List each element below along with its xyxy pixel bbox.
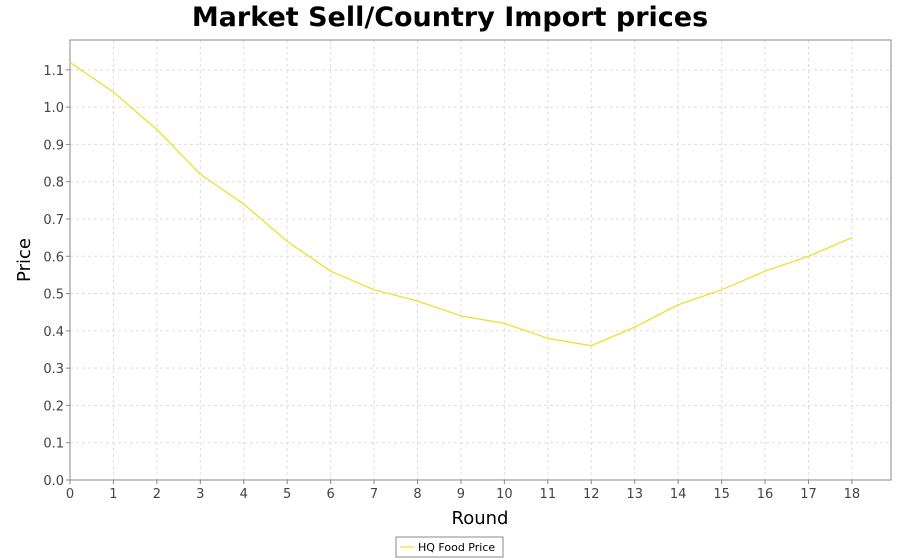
x-tick-label: 17 xyxy=(800,487,817,502)
y-tick-label: 0.0 xyxy=(43,474,64,489)
x-axis-label: Round xyxy=(452,508,509,529)
x-tick-label: 15 xyxy=(713,487,730,502)
series-layer xyxy=(69,61,853,347)
y-tick-label: 0.2 xyxy=(43,399,64,414)
x-tick-label: 8 xyxy=(413,487,421,502)
x-tick-label: 4 xyxy=(240,487,248,502)
y-tick-label: 0.8 xyxy=(43,176,64,191)
x-tick-label: 13 xyxy=(626,487,643,502)
x-tick-label: 16 xyxy=(757,487,774,502)
y-tick-label: 0.4 xyxy=(43,325,64,340)
x-tick-label: 7 xyxy=(370,487,378,502)
chart-title: Market Sell/Country Import prices xyxy=(191,2,709,33)
y-tick-label: 1.0 xyxy=(43,101,64,116)
series-line-hq-food-price xyxy=(69,61,853,347)
x-tick-label: 5 xyxy=(283,487,291,502)
x-tick-label: 1 xyxy=(109,487,117,502)
legend-box xyxy=(395,536,504,558)
y-tick-label: 0.1 xyxy=(43,437,64,452)
x-tick-label: 0 xyxy=(66,487,74,502)
x-tick-label: 9 xyxy=(457,487,465,502)
y-tick-label: 0.3 xyxy=(43,362,64,377)
y-tick-label: 0.6 xyxy=(43,250,64,265)
y-tick-label: 1.1 xyxy=(43,64,64,79)
x-tick-label: 10 xyxy=(496,487,513,502)
grid-lines xyxy=(69,40,891,481)
legend: HQ Food Price xyxy=(395,536,504,558)
x-tick-label: 11 xyxy=(540,487,557,502)
y-tick-label: 0.5 xyxy=(43,288,64,303)
x-tick-label: 2 xyxy=(153,487,161,502)
y-tick-label: 0.7 xyxy=(43,213,64,228)
plot-area xyxy=(69,39,892,481)
legend-label-hq-food-price: HQ Food Price xyxy=(418,541,495,554)
x-tick-label: 3 xyxy=(196,487,204,502)
x-tick-label: 14 xyxy=(670,487,687,502)
x-tick-label: 6 xyxy=(326,487,334,502)
y-tick-label: 0.9 xyxy=(43,138,64,153)
x-tick-label: 12 xyxy=(583,487,600,502)
y-axis-label: Price xyxy=(14,238,35,282)
x-tick-label: 18 xyxy=(844,487,861,502)
axis-ticks: 0 1 2 3 4 5 6 7 8 9 10 11 12 13 14 15 16 17 180.00.10.20.3… xyxy=(43,64,860,502)
